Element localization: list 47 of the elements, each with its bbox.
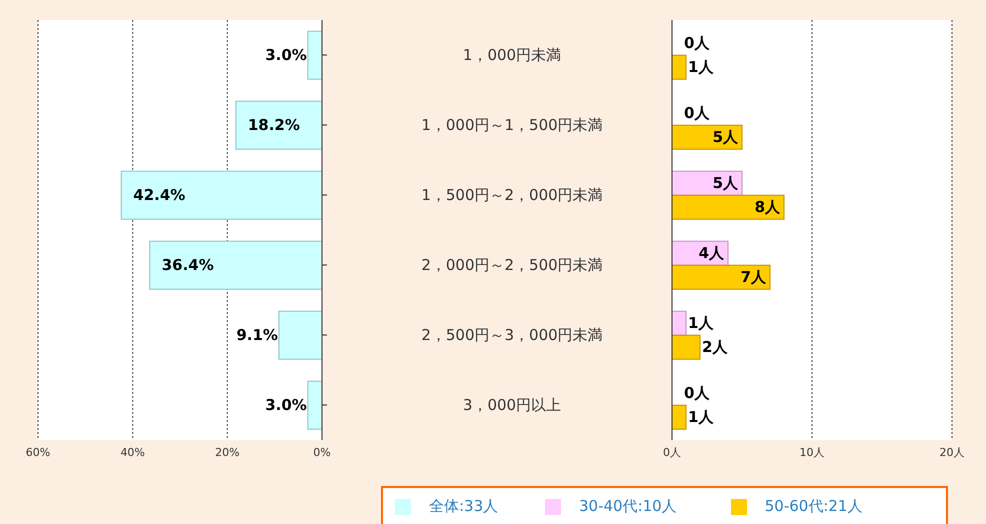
- x-tick-label: 10人: [800, 446, 824, 459]
- x-tick-label: 0人: [663, 446, 681, 459]
- data-label: 9.1%: [236, 326, 278, 344]
- y-tick-label: 3，000円以上: [462, 396, 562, 414]
- data-label: 18.2%: [248, 116, 300, 134]
- x-tick-label: 0%: [313, 446, 331, 459]
- bar: [672, 54, 686, 80]
- data-label: 8人: [754, 198, 781, 216]
- data-label: 0人: [684, 104, 710, 122]
- bar: [672, 334, 700, 360]
- y-tick-label: 1，500円～2，000円未満: [421, 186, 603, 204]
- x-tick-label: 40%: [120, 446, 145, 459]
- data-label: 2人: [702, 338, 728, 356]
- y-tick-label: 2，500円～3，000円未満: [421, 326, 603, 344]
- data-label: 3.0%: [265, 46, 307, 64]
- legend-label: 全体:33人: [429, 497, 498, 515]
- x-tick-label: 20人: [940, 446, 964, 459]
- bar: [235, 100, 322, 150]
- data-label: 1人: [688, 314, 714, 332]
- data-label: 5人: [712, 128, 739, 146]
- bar: [672, 310, 686, 336]
- data-label: 5人: [712, 174, 739, 192]
- data-label: 3.0%: [265, 396, 307, 414]
- bar: [307, 380, 322, 430]
- data-label: 42.4%: [133, 186, 186, 204]
- y-tick-label: 2，000円～2，500円未満: [421, 256, 603, 274]
- data-label: 0人: [684, 384, 710, 402]
- data-label: 36.4%: [162, 256, 214, 274]
- bar: [149, 240, 322, 290]
- bar: [120, 170, 322, 220]
- x-tick-label: 20%: [215, 446, 240, 459]
- legend-label: 30-40代:10人: [579, 497, 677, 515]
- data-label: 7人: [740, 268, 767, 286]
- bar: [307, 30, 322, 80]
- x-tick-label: 60%: [26, 446, 50, 459]
- bar: [672, 404, 686, 430]
- legend-label: 50-60代:21人: [764, 497, 862, 515]
- bar: [672, 124, 742, 150]
- data-label: 1人: [688, 58, 714, 76]
- y-tick-label: 1，000円未満: [462, 46, 562, 64]
- bar: [672, 194, 784, 220]
- data-label: 1人: [688, 408, 714, 426]
- bar: [278, 310, 322, 360]
- data-label: 0人: [684, 34, 710, 52]
- bar: [672, 264, 770, 290]
- y-tick-label: 1，000円～1，500円未満: [421, 116, 603, 134]
- data-label: 4人: [698, 244, 725, 262]
